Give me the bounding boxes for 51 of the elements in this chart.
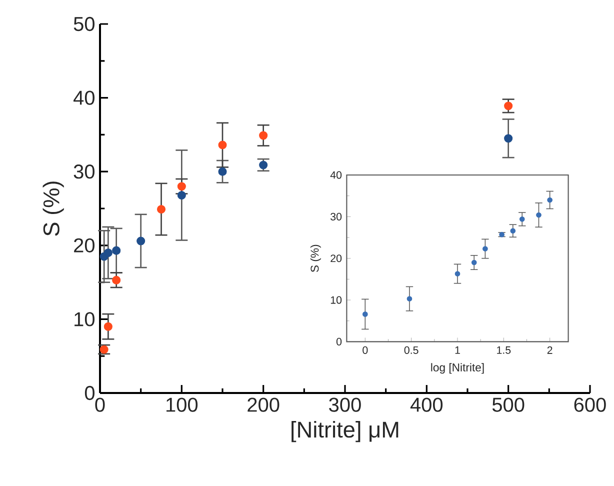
point xyxy=(519,216,525,222)
point xyxy=(362,312,368,317)
point xyxy=(406,296,412,302)
x-tick-label: 1 xyxy=(455,346,460,354)
point xyxy=(177,182,186,191)
y-tick-label: 20 xyxy=(330,254,342,262)
point xyxy=(259,131,268,140)
y-axis-title: S (%) xyxy=(42,182,64,236)
x-tick-label: 200 xyxy=(248,398,280,412)
y-tick-label: 0 xyxy=(84,386,94,400)
y-tick-label: 40 xyxy=(330,171,342,179)
x-axis-title: log [Nitrite] xyxy=(431,363,484,374)
point xyxy=(454,271,460,276)
y-tick-label: 10 xyxy=(74,312,94,326)
point xyxy=(112,276,121,284)
y-tick-label: 50 xyxy=(74,16,94,32)
point xyxy=(547,197,552,203)
point xyxy=(471,260,477,266)
point xyxy=(218,167,227,176)
x-tick-label: 600 xyxy=(574,398,606,412)
point xyxy=(100,345,108,354)
x-tick-label: 1.5 xyxy=(497,346,511,354)
y-tick-label: 30 xyxy=(330,212,342,220)
point xyxy=(112,246,121,255)
point xyxy=(218,140,227,150)
y-tick-label: 40 xyxy=(74,90,94,105)
point xyxy=(104,248,112,258)
y-tick-label: 30 xyxy=(74,164,94,179)
x-tick-label: 2 xyxy=(547,346,552,354)
point xyxy=(504,102,513,110)
x-tick-label: 500 xyxy=(492,398,524,412)
x-tick-label: 0.5 xyxy=(404,346,418,354)
x-tick-label: 0 xyxy=(95,398,105,412)
point xyxy=(177,190,186,200)
point xyxy=(156,204,166,214)
point xyxy=(504,134,513,143)
x-tick-label: 300 xyxy=(329,398,361,412)
x-tick-label: 100 xyxy=(166,398,198,412)
y-tick-label: 20 xyxy=(74,238,94,252)
point xyxy=(136,236,146,246)
y-tick-label: 0 xyxy=(336,338,342,346)
point xyxy=(510,228,516,234)
y-tick-label: 10 xyxy=(330,296,342,304)
point xyxy=(104,322,112,331)
x-axis-title: [Nitrite] μM xyxy=(292,421,398,442)
point xyxy=(482,246,488,252)
point xyxy=(259,160,268,170)
x-tick-label: 400 xyxy=(410,398,443,412)
point xyxy=(536,212,542,218)
y-axis-title: S (%) xyxy=(310,244,321,272)
x-tick-label: 0 xyxy=(362,346,368,354)
